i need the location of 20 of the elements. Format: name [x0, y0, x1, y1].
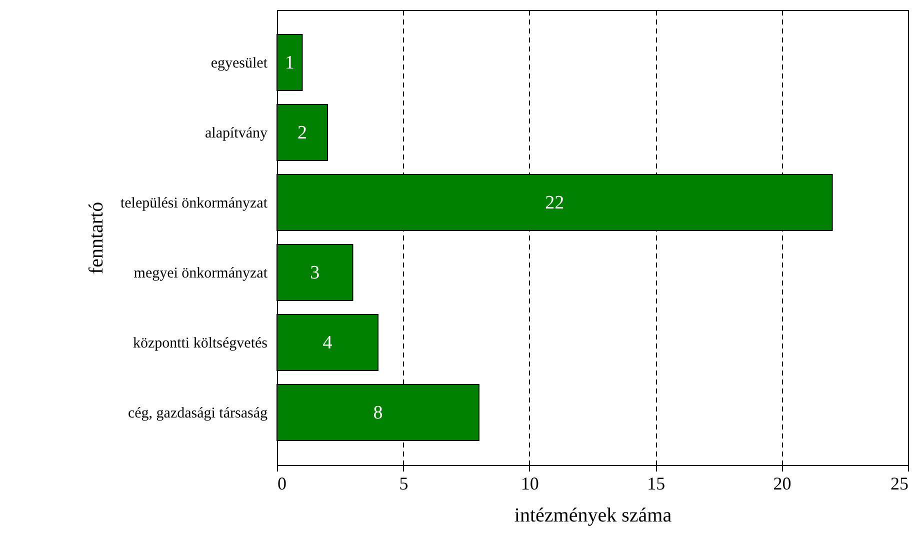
y-tick-label: megyei önkormányzat — [134, 266, 268, 282]
y-tick-label: központti költségvetés — [132, 336, 268, 352]
data-label: 1 — [284, 52, 294, 74]
y-tick-label: települési önkormányzat — [120, 196, 268, 212]
data-label: 22 — [545, 192, 564, 214]
x-tick-label: 15 — [647, 474, 666, 494]
x-tick-label: 25 — [890, 474, 908, 494]
y-tick-label: cég, gazdasági társaság — [128, 406, 268, 422]
x-tick-label: 0 — [278, 474, 286, 494]
x-axis-title: intézmények száma — [514, 504, 672, 526]
data-label: 4 — [322, 332, 333, 354]
data-label: 2 — [297, 122, 307, 144]
y-axis-title: fenntartó — [85, 202, 108, 274]
data-label: 3 — [310, 262, 320, 284]
x-tick-label: 5 — [399, 474, 408, 494]
x-tick-label: 10 — [520, 474, 539, 494]
data-label: 8 — [373, 402, 383, 424]
x-tick-label: 20 — [773, 474, 792, 494]
y-tick-label: alapítvány — [205, 126, 268, 142]
y-tick-label: egyesület — [210, 56, 268, 72]
